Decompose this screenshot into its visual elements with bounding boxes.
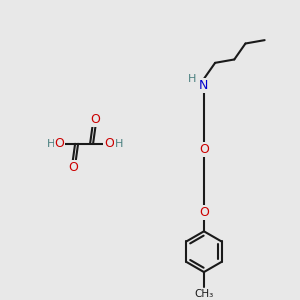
Text: O: O bbox=[199, 206, 209, 219]
Text: O: O bbox=[68, 161, 78, 174]
Text: H: H bbox=[47, 139, 55, 149]
Text: O: O bbox=[54, 137, 64, 150]
Text: H: H bbox=[188, 74, 196, 84]
Text: O: O bbox=[104, 137, 114, 150]
Text: N: N bbox=[199, 79, 208, 92]
Text: H: H bbox=[115, 139, 123, 149]
Text: O: O bbox=[199, 143, 209, 156]
Text: CH₃: CH₃ bbox=[194, 289, 214, 298]
Text: O: O bbox=[91, 113, 100, 126]
